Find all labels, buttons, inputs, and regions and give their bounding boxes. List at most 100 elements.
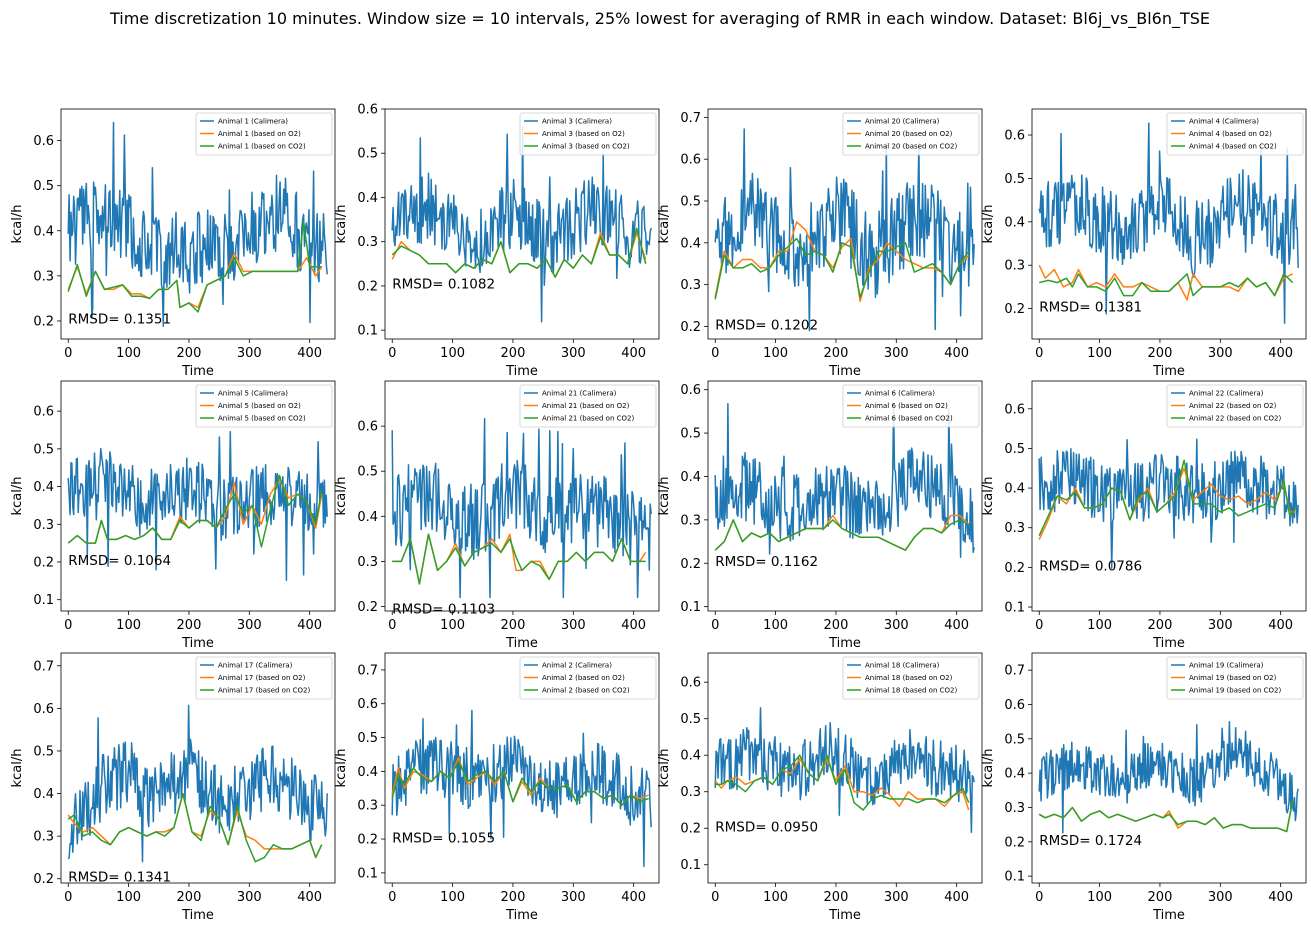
y-tick-label: 0.5 — [1004, 442, 1025, 457]
y-tick-label: 0.5 — [680, 427, 701, 442]
rmsd-annotation: RMSD= 0.1724 — [1039, 833, 1142, 849]
legend: Animal 21 (Calimera) Animal 21 (based on … — [519, 384, 657, 428]
y-tick-label: 0.2 — [680, 320, 701, 335]
x-tick-label: 0 — [388, 346, 396, 361]
y-tick-label: 0.1 — [33, 593, 54, 608]
y-tick-label: 0.5 — [357, 731, 378, 746]
plot-area — [67, 121, 328, 327]
legend-entry: Animal 21 (based on CO2) — [542, 415, 634, 423]
x-tick-label: 0 — [64, 346, 72, 361]
y-tick-label: 0.1 — [680, 858, 701, 873]
x-tick-label: 100 — [1087, 618, 1112, 633]
y-tick-label: 0.6 — [33, 405, 54, 420]
axes-frame — [1031, 108, 1307, 340]
x-axis-label: Time — [1152, 364, 1185, 379]
y-tick-label: 0.2 — [33, 555, 54, 570]
legend-entry: Animal 22 (based on CO2) — [1189, 415, 1281, 423]
y-tick-label: 0.6 — [33, 702, 54, 717]
y-tick-label: 0.6 — [680, 383, 701, 398]
y-tick-label: 0.6 — [1004, 129, 1025, 144]
legend-box — [519, 656, 657, 700]
series-calimera-line — [714, 403, 975, 559]
legend-entry: Animal 3 (Calimera) — [542, 118, 612, 126]
x-tick-label: 300 — [884, 618, 909, 633]
series-calimera-line — [1038, 720, 1299, 834]
series-o2-line — [1038, 264, 1294, 301]
x-tick-label: 400 — [1268, 346, 1293, 361]
x-tick-label: 0 — [64, 890, 72, 905]
legend-entry: Animal 5 (based on O2) — [218, 402, 301, 410]
rmsd-annotation: RMSD= 0.1162 — [715, 554, 818, 570]
axes-frame — [707, 380, 983, 612]
y-tick-label: 0.6 — [33, 134, 54, 149]
legend-entry: Animal 17 (based on CO2) — [218, 687, 310, 695]
y-tick-label: 0.3 — [357, 555, 378, 570]
y-axis-label: kcal/h — [657, 205, 672, 244]
x-axis-label: Time — [505, 636, 538, 651]
y-axis-label: kcal/h — [334, 205, 349, 244]
x-tick-label: 300 — [237, 346, 262, 361]
y-tick-label: 0.4 — [33, 787, 54, 802]
y-tick-label: 0.2 — [357, 833, 378, 848]
x-tick-label: 200 — [501, 346, 526, 361]
legend-entry: Animal 17 (Calimera) — [218, 662, 293, 670]
series-co2-line — [392, 533, 646, 585]
subplot-animal-21: 0 100 200 300 400 0.2 0.3 0.4 0.5 0.6 Time kcal/h RM… — [334, 380, 660, 651]
series-calimera-line — [391, 126, 652, 323]
x-tick-label: 0 — [388, 890, 396, 905]
rmsd-annotation: RMSD= 0.1202 — [715, 317, 818, 333]
subplot-grid: 0 100 200 300 400 0.2 0.3 0.4 0.5 0.6 Time kcal/h RM… — [10, 103, 1307, 923]
series-calimera-line — [67, 430, 328, 581]
y-tick-label: 0.2 — [1004, 302, 1025, 317]
axes-frame — [60, 108, 336, 340]
legend: Animal 3 (Calimera) Animal 3 (based on O2… — [519, 112, 657, 156]
y-tick-label: 0.4 — [1004, 482, 1025, 497]
x-tick-label: 100 — [763, 890, 788, 905]
y-tick-label: 0.3 — [680, 278, 701, 293]
subplot-animal-17: 0 100 200 300 400 0.2 0.3 0.4 0.5 0.6 0.7 Time kcal/… — [10, 652, 336, 923]
y-tick-label: 0.3 — [357, 799, 378, 814]
subplot-animal-22: 0 100 200 300 400 0.1 0.2 0.3 0.4 0.5 0.6 Time kcal/… — [981, 380, 1307, 651]
y-tick-label: 0.4 — [680, 470, 701, 485]
subplot-animal-5: 0 100 200 300 400 0.1 0.2 0.3 0.4 0.5 0.6 Time kcal/… — [10, 380, 336, 651]
x-tick-label: 200 — [501, 890, 526, 905]
y-tick-label: 0.1 — [680, 600, 701, 615]
legend-entry: Animal 5 (Calimera) — [218, 390, 288, 398]
x-tick-label: 300 — [1208, 890, 1233, 905]
series-calimera-line — [1038, 438, 1299, 569]
legend: Animal 2 (Calimera) Animal 2 (based on O2… — [519, 656, 657, 700]
x-axis-label: Time — [181, 636, 214, 651]
y-axis-label: kcal/h — [657, 477, 672, 516]
y-tick-label: 0.5 — [33, 179, 54, 194]
series-co2-line — [714, 237, 970, 300]
y-axis-label: kcal/h — [10, 205, 25, 244]
rmsd-annotation: RMSD= 0.1055 — [392, 830, 495, 846]
legend-entry: Animal 17 (based on O2) — [218, 674, 306, 682]
plot-area — [67, 430, 328, 581]
legend-entry: Animal 4 (based on CO2) — [1189, 143, 1277, 151]
y-axis-label: kcal/h — [657, 749, 672, 788]
legend-box — [195, 656, 333, 700]
axes-frame — [384, 652, 660, 884]
legend-entry: Animal 4 (based on O2) — [1189, 130, 1272, 138]
legend-box — [1166, 112, 1304, 156]
y-tick-label: 0.3 — [1004, 259, 1025, 274]
y-tick-label: 0.5 — [680, 195, 701, 210]
y-tick-label: 0.2 — [1004, 835, 1025, 850]
legend-entry: Animal 2 (based on CO2) — [542, 687, 630, 695]
x-tick-label: 200 — [1148, 890, 1173, 905]
legend-box — [842, 384, 980, 428]
subplot-animal-4: 0 100 200 300 400 0.2 0.3 0.4 0.5 0.6 Time kcal/h RM… — [981, 108, 1307, 379]
legend-entry: Animal 19 (based on O2) — [1189, 674, 1277, 682]
y-tick-label: 0.2 — [680, 557, 701, 572]
subplot-animal-18: 0 100 200 300 400 0.1 0.2 0.3 0.4 0.5 0.6 Time kcal/… — [657, 652, 983, 923]
series-calimera-line — [67, 121, 328, 327]
series-co2-line — [391, 760, 649, 806]
series-calimera-line — [391, 417, 652, 599]
y-tick-label: 0.2 — [1004, 561, 1025, 576]
y-tick-label: 0.5 — [357, 147, 378, 162]
legend-entry: Animal 20 (based on O2) — [865, 130, 953, 138]
y-tick-label: 0.5 — [33, 442, 54, 457]
y-tick-label: 0.3 — [357, 235, 378, 250]
